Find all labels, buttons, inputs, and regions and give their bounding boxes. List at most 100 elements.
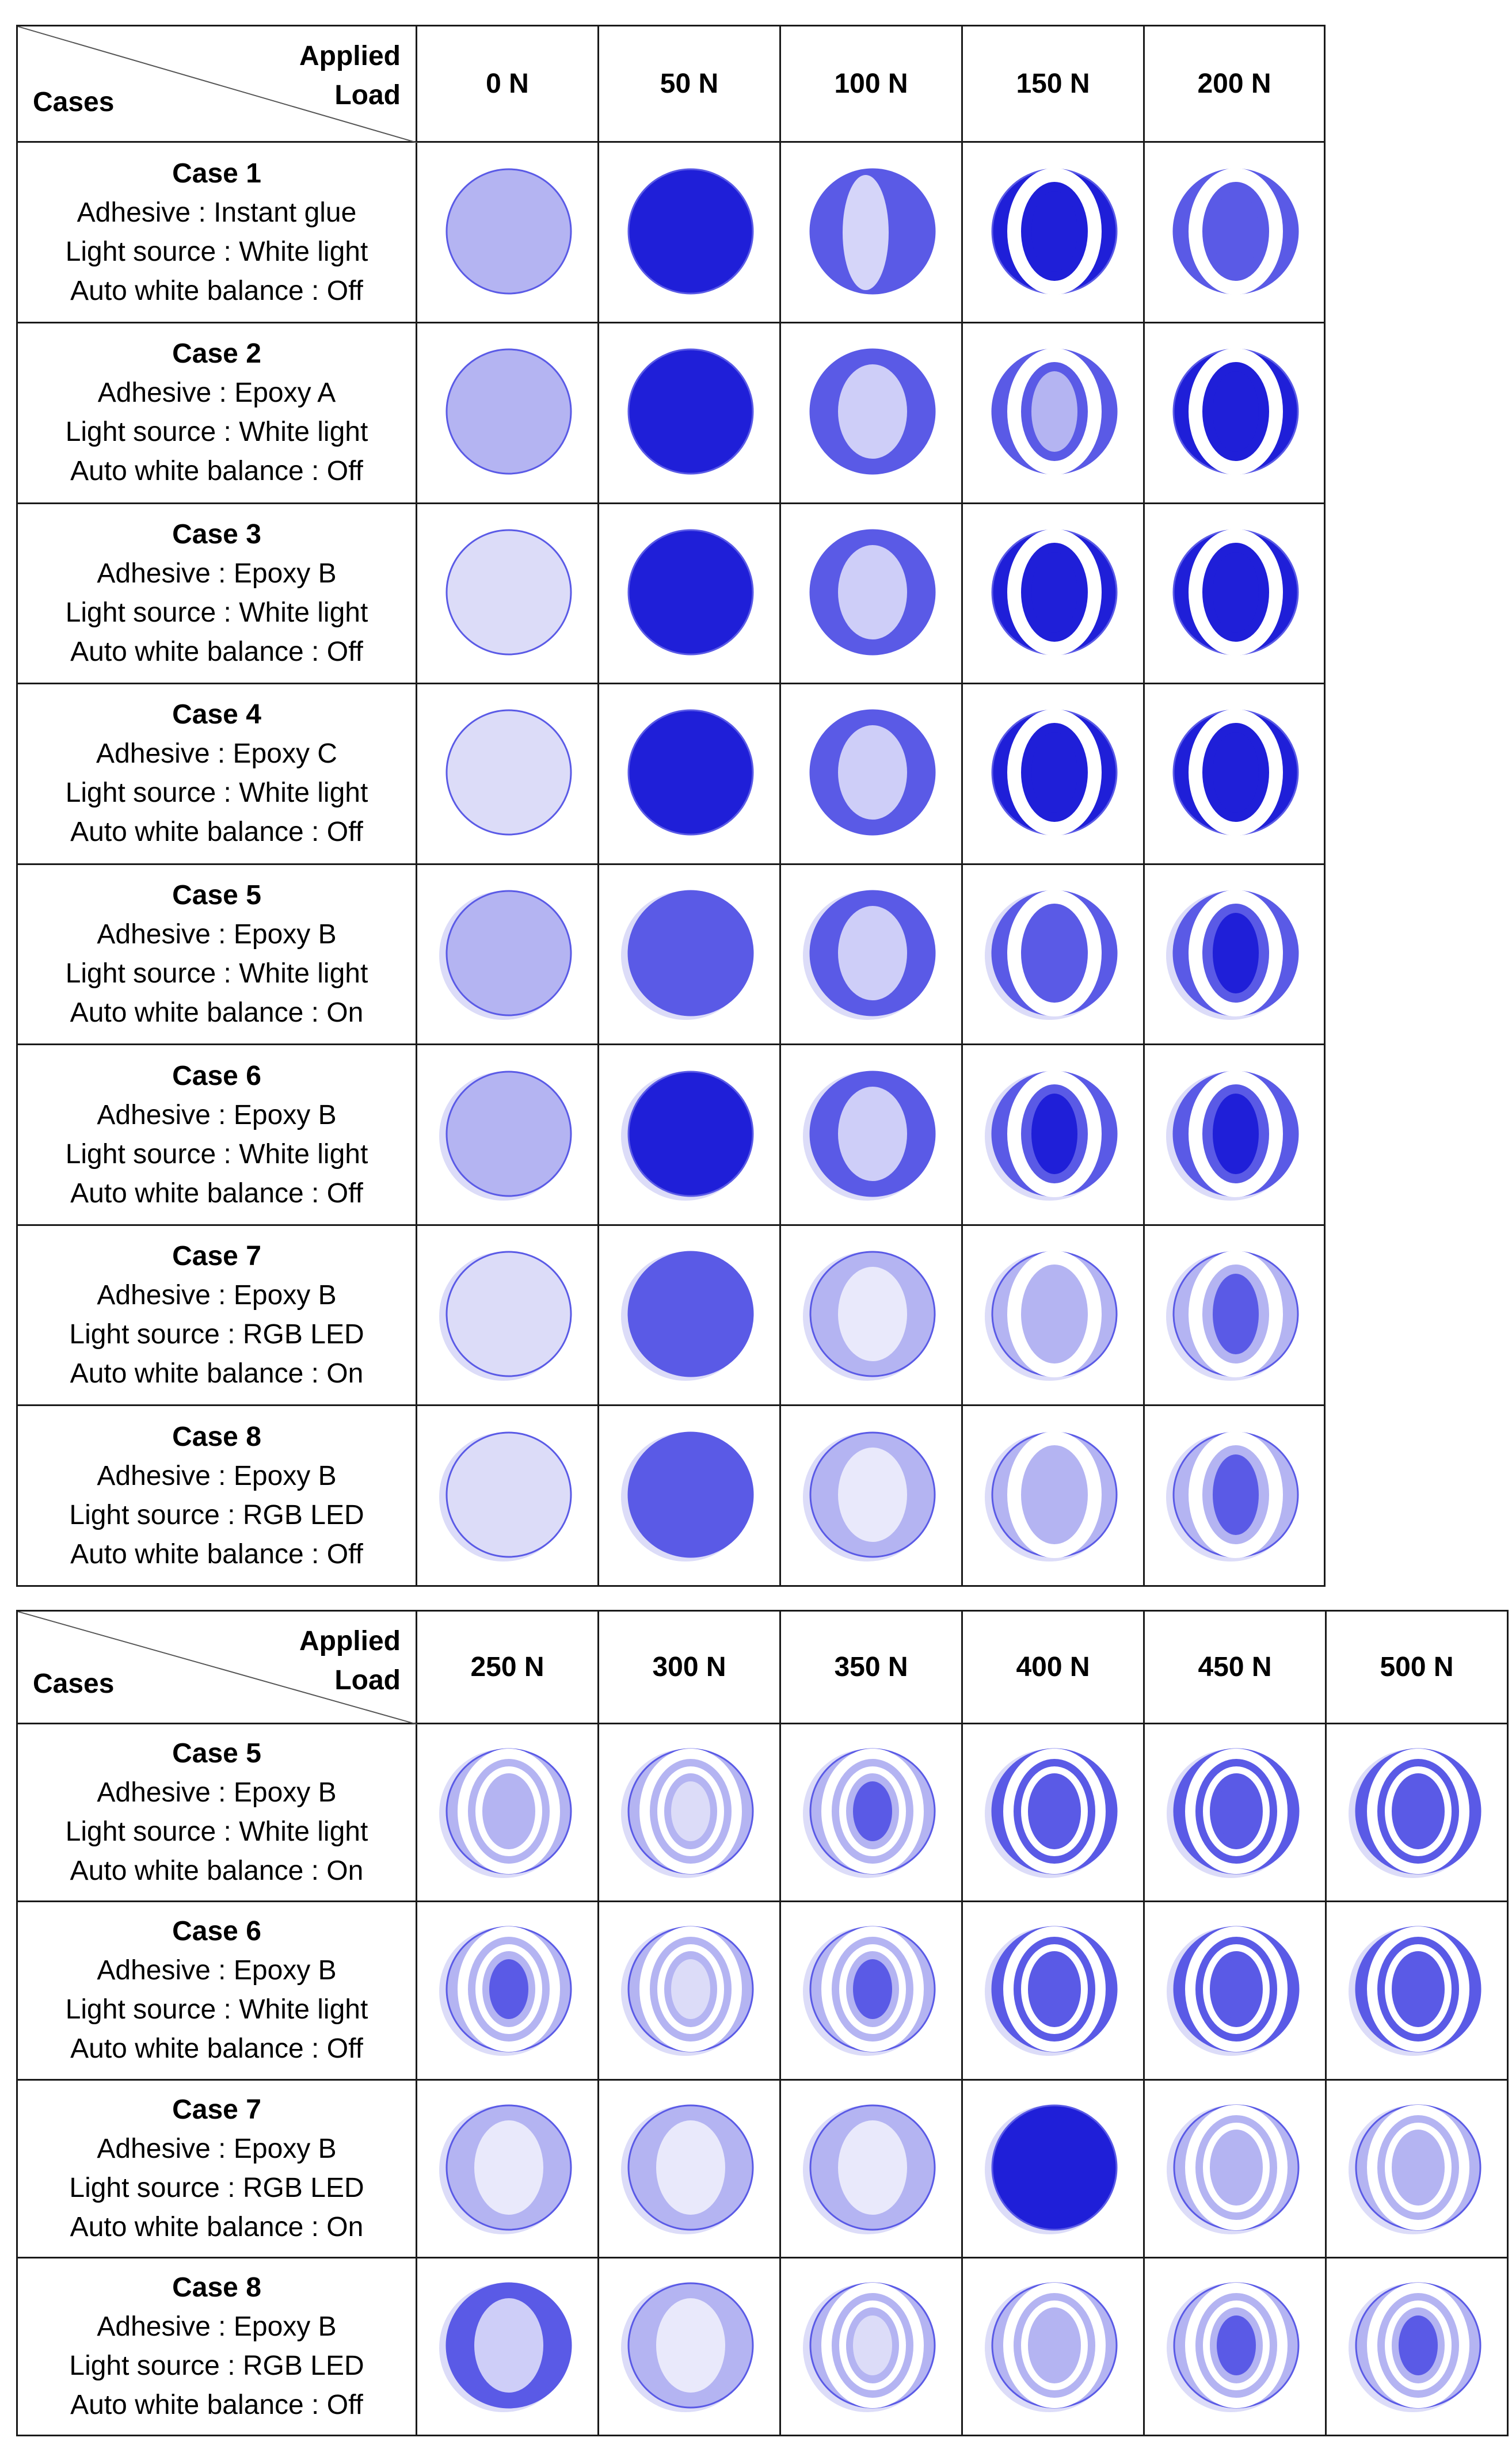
- load-header: 400 N: [961, 1609, 1145, 1725]
- field-value: White light: [239, 1138, 368, 1170]
- case-light-line: Light source : White light: [18, 1135, 416, 1174]
- field-separator: :: [210, 558, 234, 589]
- fringe-image-cell: [416, 1900, 599, 2081]
- case-awb-line: Auto white balance : Off: [18, 2386, 416, 2425]
- field-value: White light: [239, 1816, 368, 1848]
- fringe-image-cell: [416, 1723, 599, 1903]
- field-value: Off: [326, 2033, 363, 2065]
- field-label: Auto white balance: [70, 1358, 304, 1389]
- field-label: Adhesive: [97, 1460, 211, 1491]
- case-description: Case 2 Adhesive : Epoxy A Light source : W…: [16, 321, 417, 504]
- field-separator: :: [216, 1994, 239, 2025]
- case-awb-line: Auto white balance : Off: [18, 1535, 416, 1574]
- case-title: Case 7: [172, 1241, 261, 1272]
- field-value: On: [326, 997, 364, 1028]
- field-label: Light source: [69, 2350, 220, 2381]
- fringe-image-cell: [597, 1224, 781, 1407]
- case-description: Case 5 Adhesive : Epoxy B Light source : W…: [16, 863, 417, 1046]
- case-light-line: Light source : RGB LED: [18, 1496, 416, 1535]
- fringe-image-cell: [416, 321, 599, 504]
- photoelastic-fringe-image: [445, 168, 572, 295]
- photoelastic-fringe-image: [1348, 2282, 1481, 2412]
- field-separator: :: [210, 1460, 234, 1491]
- case-adhesive-line: Adhesive : Epoxy B: [18, 554, 416, 593]
- photoelastic-fringe-image: [627, 348, 753, 475]
- case-light-line: Light source : RGB LED: [18, 2347, 416, 2386]
- photoelastic-fringe-image: [984, 1070, 1117, 1201]
- fringe-image-cell: [1143, 2256, 1327, 2437]
- case-title: Case 6: [172, 1916, 261, 1947]
- fringe-image-cell: [961, 1224, 1145, 1407]
- fringe-image-cell: [779, 502, 963, 685]
- photoelastic-fringe-image: [445, 529, 572, 656]
- case-adhesive-line: Adhesive : Instant glue: [18, 193, 416, 233]
- photoelastic-fringe-image: [991, 528, 1117, 656]
- field-label: Auto white balance: [70, 456, 304, 487]
- load-header: 450 N: [1143, 1609, 1327, 1725]
- fringe-image-cell: [779, 1043, 963, 1226]
- case-title: Case 5: [172, 879, 261, 911]
- case-awb-line: Auto white balance : On: [18, 1354, 416, 1393]
- field-value: Off: [326, 2389, 363, 2420]
- field-value: Instant glue: [214, 197, 357, 228]
- photoelastic-fringe-image: [1166, 1251, 1298, 1381]
- field-value: Epoxy B: [233, 2311, 337, 2342]
- field-label: Auto white balance: [70, 1856, 304, 1887]
- case-awb-line: Auto white balance : Off: [18, 452, 416, 491]
- case-title: Case 3: [172, 519, 261, 550]
- case-description: Case 7 Adhesive : Epoxy B Light source : R…: [16, 2078, 417, 2258]
- field-separator: :: [210, 738, 233, 770]
- photoelastic-fringe-image: [439, 1431, 572, 1561]
- case-row: Case 3 Adhesive : Epoxy B Light source : W…: [16, 502, 1326, 685]
- photoelastic-fringe-image: [984, 2282, 1117, 2412]
- case-description: Case 6 Adhesive : Epoxy B Light source : W…: [16, 1900, 417, 2081]
- fringe-image-cell: [1143, 1404, 1326, 1587]
- case-adhesive-line: Adhesive : Epoxy B: [18, 1096, 416, 1135]
- field-label: Light source: [65, 417, 216, 448]
- photoelastic-fringe-image: [439, 1748, 572, 1879]
- fringe-image-cell: [416, 2078, 599, 2258]
- case-light-line: Light source : White light: [18, 954, 416, 993]
- field-separator: :: [210, 1099, 234, 1130]
- field-separator: :: [303, 997, 327, 1028]
- field-label: Adhesive: [97, 1955, 211, 1986]
- field-value: Epoxy B: [233, 558, 337, 589]
- field-separator: :: [216, 958, 239, 989]
- field-separator: :: [303, 2033, 327, 2065]
- field-label: Auto white balance: [70, 1538, 304, 1570]
- fringe-image-cell: [597, 502, 781, 685]
- field-separator: :: [219, 1499, 243, 1530]
- photoelastic-fringe-image: [1166, 2104, 1299, 2234]
- load-header: 150 N: [961, 24, 1145, 143]
- field-label: Adhesive: [77, 197, 191, 228]
- field-value: On: [326, 1856, 364, 1887]
- field-value: Epoxy B: [233, 1777, 337, 1808]
- applied-load-label: Applied Load: [299, 41, 401, 111]
- case-description: Case 1 Adhesive : Instant glue Light sourc…: [16, 141, 417, 323]
- field-value: RGB LED: [242, 1319, 364, 1350]
- photoelastic-fringe-image: [802, 1071, 935, 1201]
- fringe-image-cell: [961, 502, 1145, 685]
- case-awb-line: Auto white balance : On: [18, 2208, 416, 2247]
- field-separator: :: [216, 778, 239, 809]
- fringe-image-cell: [1143, 863, 1326, 1046]
- photoelastic-fringe-image: [984, 1251, 1117, 1381]
- fringe-image-cell: [597, 1404, 781, 1587]
- photoelastic-fringe-image: [802, 890, 935, 1020]
- field-label: Light source: [65, 958, 216, 989]
- field-label: Light source: [65, 597, 216, 628]
- field-label: Light source: [65, 1994, 216, 2025]
- photoelastic-fringe-image: [1166, 2282, 1299, 2412]
- fringe-image-cell: [961, 1723, 1145, 1903]
- field-value: White light: [239, 597, 368, 628]
- fringe-image-cell: [416, 141, 599, 323]
- fringe-image-cell: [1143, 1900, 1327, 2081]
- results-table-1: Applied Load Cases 0 N 50 N 100 N 150 N 2…: [16, 24, 1326, 1587]
- field-value: Epoxy B: [233, 1099, 337, 1130]
- fringe-image-cell: [961, 1043, 1145, 1226]
- fringe-image-cell: [1143, 1224, 1326, 1407]
- fringe-image-cell: [597, 2078, 781, 2258]
- photoelastic-fringe-image: [991, 167, 1117, 295]
- load-header: 250 N: [416, 1609, 599, 1725]
- field-label: Auto white balance: [70, 817, 304, 848]
